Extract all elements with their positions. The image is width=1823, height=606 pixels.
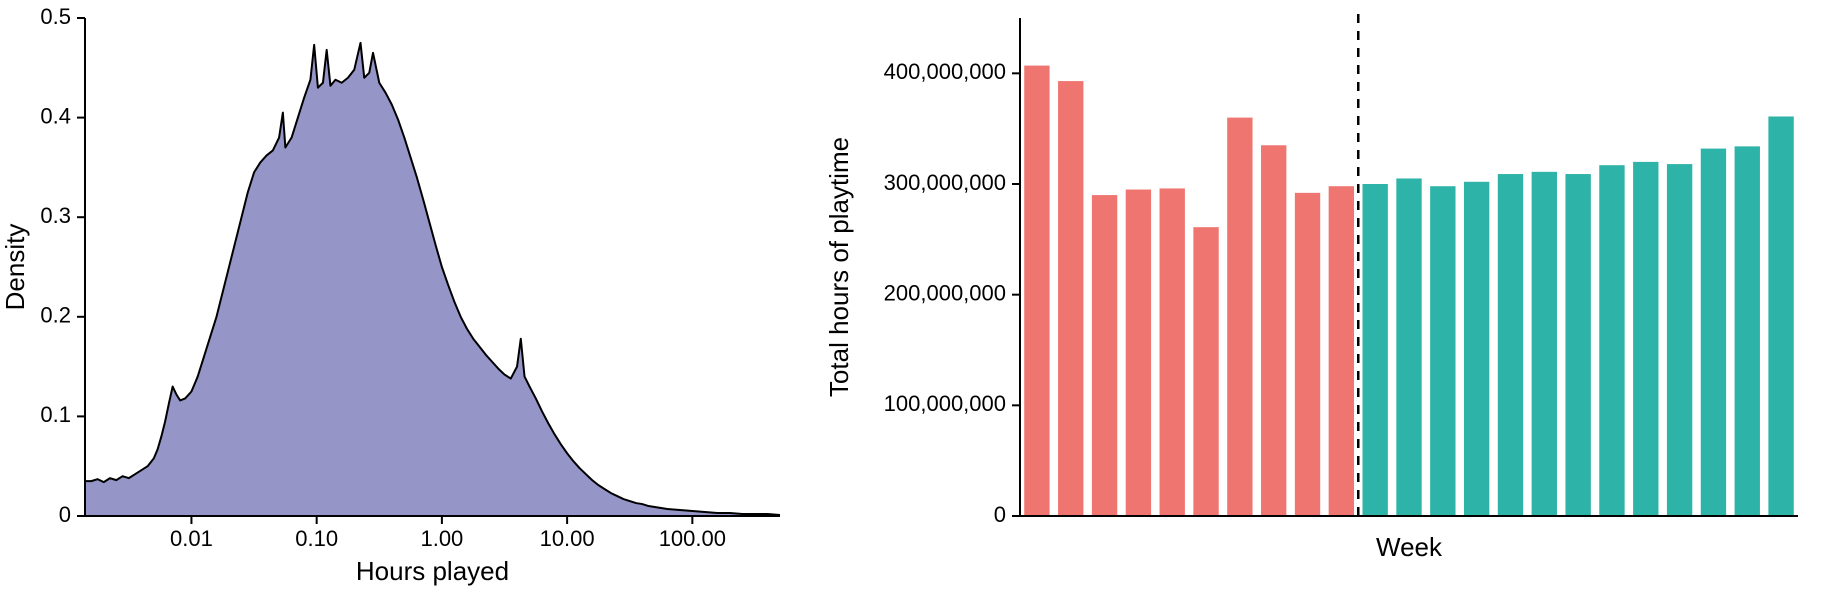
y-tick-label: 0.1 [40,402,71,427]
bar [1261,145,1286,516]
bar [1329,186,1354,516]
y-tick-label: 100,000,000 [884,391,1006,416]
x-tick-label: 1.00 [420,526,463,551]
density-chart: 0 0.1 0.2 0.3 0.4 0.5 0.01 0.10 1.00 10.00 100.00 H… [0,0,800,606]
y-tick-label: 0.5 [40,4,71,29]
y-tick-label: 0.3 [40,203,71,228]
figure: 0 0.1 0.2 0.3 0.4 0.5 0.01 0.10 1.00 10.00 100.00 H… [0,0,1823,606]
x-tick-label: 100.00 [659,526,726,551]
bar [1362,184,1387,516]
y-axis-label: Density [0,224,30,311]
bar [1024,66,1049,516]
y-tick-label: 0 [59,502,71,527]
bar [1565,174,1590,516]
x-axis-label: Hours played [356,556,509,586]
bar-chart: 0 100,000,000 200,000,000 300,000,000 400,00… [800,0,1823,606]
y-tick-label: 0.2 [40,303,71,328]
x-tick-label: 10.00 [540,526,595,551]
bar [1058,81,1083,516]
y-tick-label: 0 [994,502,1006,527]
bar [1498,174,1523,516]
bar [1768,116,1793,516]
bar-panel: 0 100,000,000 200,000,000 300,000,000 400,00… [800,0,1823,606]
y-tick-label: 0.4 [40,103,71,128]
density-panel: 0 0.1 0.2 0.3 0.4 0.5 0.01 0.10 1.00 10.00 100.00 H… [0,0,800,606]
bar [1396,178,1421,516]
bar [1126,190,1151,516]
bar [1667,164,1692,516]
y-tick-label: 300,000,000 [884,170,1006,195]
y-axis-label: Total hours of playtime [824,137,854,397]
x-axis-label: Week [1376,532,1443,562]
x-tick-label: 0.10 [295,526,338,551]
bar [1532,172,1557,516]
bar [1430,186,1455,516]
x-tick-label: 0.01 [170,526,213,551]
bar [1193,227,1218,516]
bar [1633,162,1658,516]
bar [1160,188,1185,516]
bar [1295,193,1320,516]
bar [1735,146,1760,516]
bar [1701,149,1726,516]
density-area [85,43,780,516]
bar [1599,165,1624,516]
y-tick-label: 400,000,000 [884,59,1006,84]
bar [1227,118,1252,516]
y-tick-label: 200,000,000 [884,280,1006,305]
bar [1464,182,1489,516]
bar [1092,195,1117,516]
